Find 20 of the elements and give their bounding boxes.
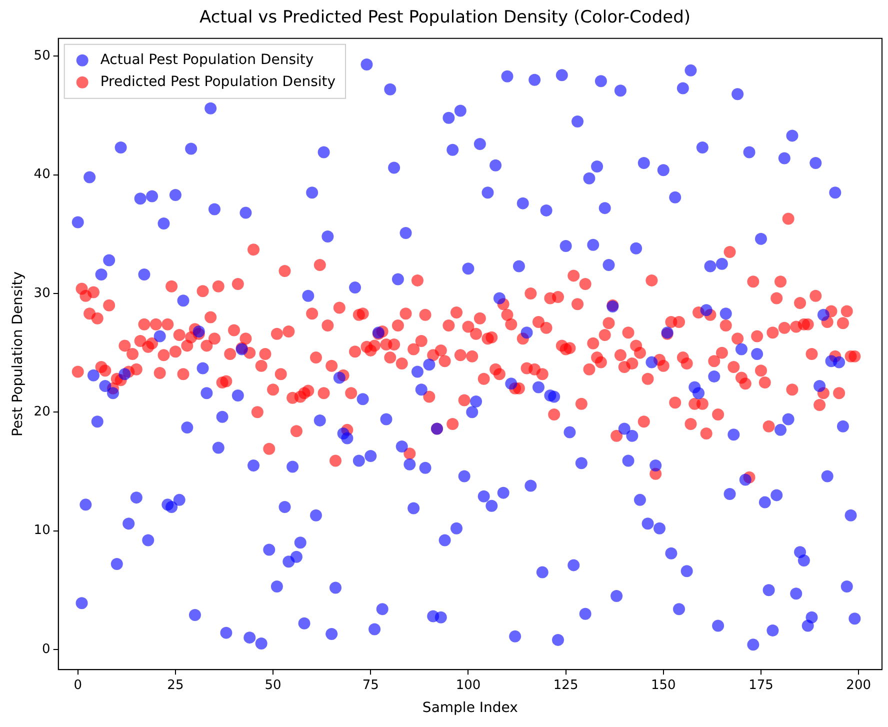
x-tick-label: 125 — [553, 678, 578, 693]
x-tick-label: 175 — [748, 678, 774, 693]
y-tick-label: 10 — [34, 523, 50, 538]
x-tick-label: 200 — [846, 678, 871, 693]
y-tick-label: 50 — [34, 48, 50, 64]
x-tick-label: 25 — [167, 678, 184, 693]
y-axis-title: Pest Population Density — [10, 271, 26, 437]
y-tick-label: 20 — [34, 404, 50, 420]
x-tick-label: 50 — [264, 678, 282, 693]
y-tick-label: 0 — [42, 642, 50, 657]
x-tick-label: 0 — [74, 678, 82, 693]
legend-label: Predicted Pest Population Density — [100, 74, 336, 90]
x-tick-label: 150 — [650, 678, 676, 693]
x-tick-label: 100 — [456, 678, 481, 693]
legend-label: Actual Pest Population Density — [100, 52, 314, 68]
chart-title: Actual vs Predicted Pest Population Density (Color-Coded) — [200, 8, 690, 28]
y-tick-label: 40 — [34, 167, 50, 182]
x-tick-label: 75 — [362, 678, 379, 693]
x-axis-title: Sample Index — [422, 700, 518, 716]
y-tick-label: 30 — [34, 286, 50, 301]
